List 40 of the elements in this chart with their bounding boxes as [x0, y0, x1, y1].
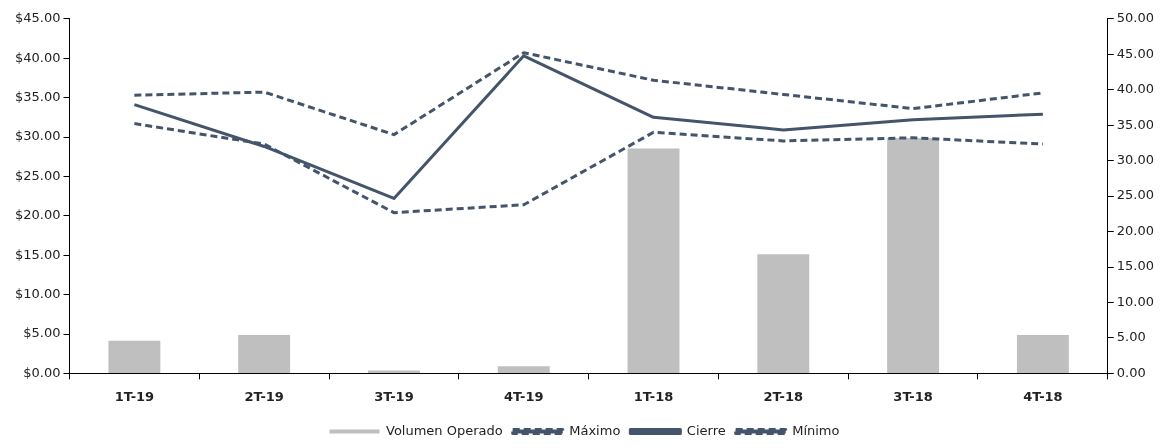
y-tick-label: $40.00 [14, 49, 61, 65]
y-tick-label: $25.00 [14, 167, 61, 183]
y2-tick-label: 5.00 [1116, 329, 1146, 345]
y-tick-label: $0.00 [23, 364, 61, 380]
bar [108, 340, 161, 373]
y2-tick-label: 10.00 [1116, 293, 1154, 309]
y2-tick-label: 35.00 [1116, 116, 1154, 132]
bar [1016, 335, 1069, 373]
y-tick-label: $30.00 [14, 128, 61, 144]
y2-tick-label: 40.00 [1116, 81, 1154, 97]
x-tick-label: 1T-19 [114, 388, 155, 404]
legend-label: Volumen Operado [386, 422, 503, 438]
x-tick-label: 2T-18 [763, 388, 804, 404]
bar [627, 148, 680, 373]
y-tick-label: $10.00 [14, 285, 61, 301]
x-tick-label: 4T-19 [503, 388, 544, 404]
bar [238, 335, 291, 373]
y2-tick-label: 0.00 [1116, 364, 1146, 380]
legend-label: Mínimo [792, 422, 840, 438]
y2-tick-label: 30.00 [1116, 152, 1154, 168]
bar [887, 137, 940, 373]
y-tick-label: $45.00 [14, 10, 61, 26]
y2-tick-label: 20.00 [1116, 222, 1154, 238]
x-tick-label: 4T-18 [1023, 388, 1063, 404]
y2-tick-label: 15.00 [1116, 258, 1154, 274]
legend-label: Máximo [569, 422, 621, 438]
y2-tick-label: 45.00 [1116, 45, 1154, 61]
x-tick-label: 1T-18 [633, 388, 674, 404]
bar [757, 254, 810, 373]
x-tick-label: 2T-19 [244, 388, 284, 404]
y-tick-label: $5.00 [23, 325, 61, 341]
y2-tick-label: 50.00 [1116, 10, 1154, 26]
y-tick-label: $15.00 [14, 246, 61, 262]
y2-tick-label: 25.00 [1116, 187, 1154, 203]
legend-label: Cierre [686, 422, 726, 438]
bar [497, 366, 550, 373]
x-tick-label: 3T-18 [893, 388, 933, 404]
x-tick-label: 3T-19 [374, 388, 414, 404]
y-tick-label: $20.00 [14, 207, 61, 223]
y-tick-label: $35.00 [14, 88, 61, 104]
